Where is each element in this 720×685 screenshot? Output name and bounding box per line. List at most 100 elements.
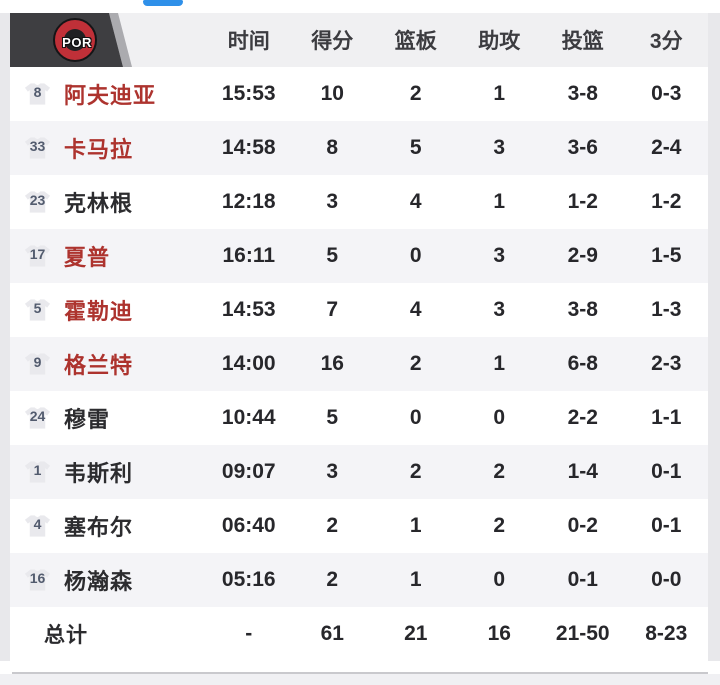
stat-points: 2 <box>326 514 339 537</box>
stat-assists: 3 <box>493 244 506 267</box>
player-row[interactable]: 5 霍勒迪 14:53 7 4 3 3-8 1-3 <box>10 283 708 337</box>
jersey-number: 23 <box>29 192 46 208</box>
jersey-number: 9 <box>33 354 42 370</box>
stat-time: 09:07 <box>221 460 276 483</box>
stat-time: 12:18 <box>221 190 276 213</box>
stat-rebounds: 4 <box>409 190 422 213</box>
jersey-icon: 4 <box>24 514 51 538</box>
player-name: 韦斯利 <box>64 461 134 486</box>
total-points: 61 <box>320 622 344 645</box>
player-name: 杨瀚森 <box>64 569 134 594</box>
player-row[interactable]: 17 夏普 16:11 5 0 3 2-9 1-5 <box>10 229 708 283</box>
player-name: 克林根 <box>64 191 134 216</box>
box-score-table: POR 时间 得分 篮板 助攻 投篮 3分 8 阿夫迪亚 15:53 10 2 <box>10 13 708 661</box>
col-header-assists: 助攻 <box>478 30 521 53</box>
total-assists: 16 <box>487 622 511 645</box>
stat-points: 3 <box>326 190 339 213</box>
player-row[interactable]: 16 杨瀚森 05:16 2 1 0 0-1 0-0 <box>10 553 708 607</box>
stat-time: 15:53 <box>221 82 276 105</box>
jersey-icon: 16 <box>24 568 51 592</box>
stat-fg: 0-2 <box>567 514 598 537</box>
stat-3pt: 1-5 <box>651 244 682 267</box>
team-logo-por-icon[interactable]: POR <box>53 18 97 62</box>
stat-fg: 1-2 <box>567 190 598 213</box>
player-name: 夏普 <box>64 245 111 270</box>
stat-rebounds: 0 <box>409 406 422 429</box>
stat-assists: 1 <box>493 352 506 375</box>
stat-time: 14:00 <box>221 352 276 375</box>
player-name: 格兰特 <box>64 353 134 378</box>
total-fg: 21-50 <box>555 622 610 645</box>
col-header-points: 得分 <box>311 30 354 53</box>
jersey-number: 8 <box>33 84 42 100</box>
stat-fg: 0-1 <box>567 568 598 591</box>
total-row: 总计 - 61 21 16 21-50 8-23 <box>10 607 708 661</box>
col-header-time: 时间 <box>227 30 270 53</box>
player-row[interactable]: 24 穆雷 10:44 5 0 0 2-2 1-1 <box>10 391 708 445</box>
stat-time: 14:53 <box>221 298 276 321</box>
stat-fg: 3-8 <box>567 82 598 105</box>
player-row[interactable]: 4 塞布尔 06:40 2 1 2 0-2 0-1 <box>10 499 708 553</box>
stat-fg: 3-8 <box>567 298 598 321</box>
stat-points: 10 <box>320 82 344 105</box>
stat-fg: 2-2 <box>567 406 598 429</box>
player-name: 霍勒迪 <box>64 299 134 324</box>
player-name: 卡马拉 <box>64 137 134 162</box>
stat-assists: 2 <box>493 460 506 483</box>
stat-assists: 0 <box>493 406 506 429</box>
stat-time: 10:44 <box>221 406 276 429</box>
col-header-fg: 投篮 <box>561 30 604 53</box>
jersey-number: 24 <box>29 408 46 424</box>
stat-assists: 1 <box>493 190 506 213</box>
player-row[interactable]: 9 格兰特 14:00 16 2 1 6-8 2-3 <box>10 337 708 391</box>
active-tab-indicator[interactable] <box>143 0 183 6</box>
jersey-icon: 8 <box>24 82 51 106</box>
player-name: 塞布尔 <box>64 515 134 540</box>
jersey-number: 5 <box>33 300 42 316</box>
stat-assists: 3 <box>493 298 506 321</box>
stat-rebounds: 2 <box>409 352 422 375</box>
jersey-number: 16 <box>29 570 46 586</box>
stat-points: 3 <box>326 460 339 483</box>
stat-assists: 1 <box>493 82 506 105</box>
player-row[interactable]: 33 卡马拉 14:58 8 5 3 3-6 2-4 <box>10 121 708 175</box>
jersey-number: 4 <box>33 516 42 532</box>
player-row[interactable]: 8 阿夫迪亚 15:53 10 2 1 3-8 0-3 <box>10 67 708 121</box>
stat-time: 14:58 <box>221 136 276 159</box>
stat-assists: 2 <box>493 514 506 537</box>
jersey-icon: 9 <box>24 352 51 376</box>
stat-assists: 3 <box>493 136 506 159</box>
stat-3pt: 0-1 <box>651 460 682 483</box>
stat-fg: 2-9 <box>567 244 598 267</box>
stat-rebounds: 4 <box>409 298 422 321</box>
jersey-icon: 23 <box>24 190 51 214</box>
stat-rebounds: 1 <box>409 568 422 591</box>
jersey-number: 33 <box>29 138 46 154</box>
player-row[interactable]: 23 克林根 12:18 3 4 1 1-2 1-2 <box>10 175 708 229</box>
table-header: POR 时间 得分 篮板 助攻 投篮 3分 <box>10 13 708 67</box>
stat-3pt: 0-1 <box>651 514 682 537</box>
jersey-number: 17 <box>29 246 46 262</box>
stat-3pt: 2-4 <box>651 136 682 159</box>
stat-points: 16 <box>320 352 344 375</box>
stat-time: 06:40 <box>221 514 276 537</box>
player-row[interactable]: 1 韦斯利 09:07 3 2 2 1-4 0-1 <box>10 445 708 499</box>
stat-3pt: 0-3 <box>651 82 682 105</box>
stat-rebounds: 0 <box>409 244 422 267</box>
total-rebounds: 21 <box>404 622 428 645</box>
tab-bar <box>0 0 720 13</box>
stat-fg: 1-4 <box>567 460 598 483</box>
jersey-number: 1 <box>33 462 42 478</box>
stat-time: 05:16 <box>221 568 276 591</box>
footer-divider <box>12 672 708 674</box>
stat-fg: 3-6 <box>567 136 598 159</box>
stat-points: 8 <box>326 136 339 159</box>
stat-points: 5 <box>326 406 339 429</box>
jersey-icon: 33 <box>24 136 51 160</box>
footer-background <box>0 674 720 685</box>
stat-fg: 6-8 <box>567 352 598 375</box>
total-3pt: 8-23 <box>645 622 688 645</box>
team-banner: POR <box>10 13 123 67</box>
total-time: - <box>245 622 253 645</box>
